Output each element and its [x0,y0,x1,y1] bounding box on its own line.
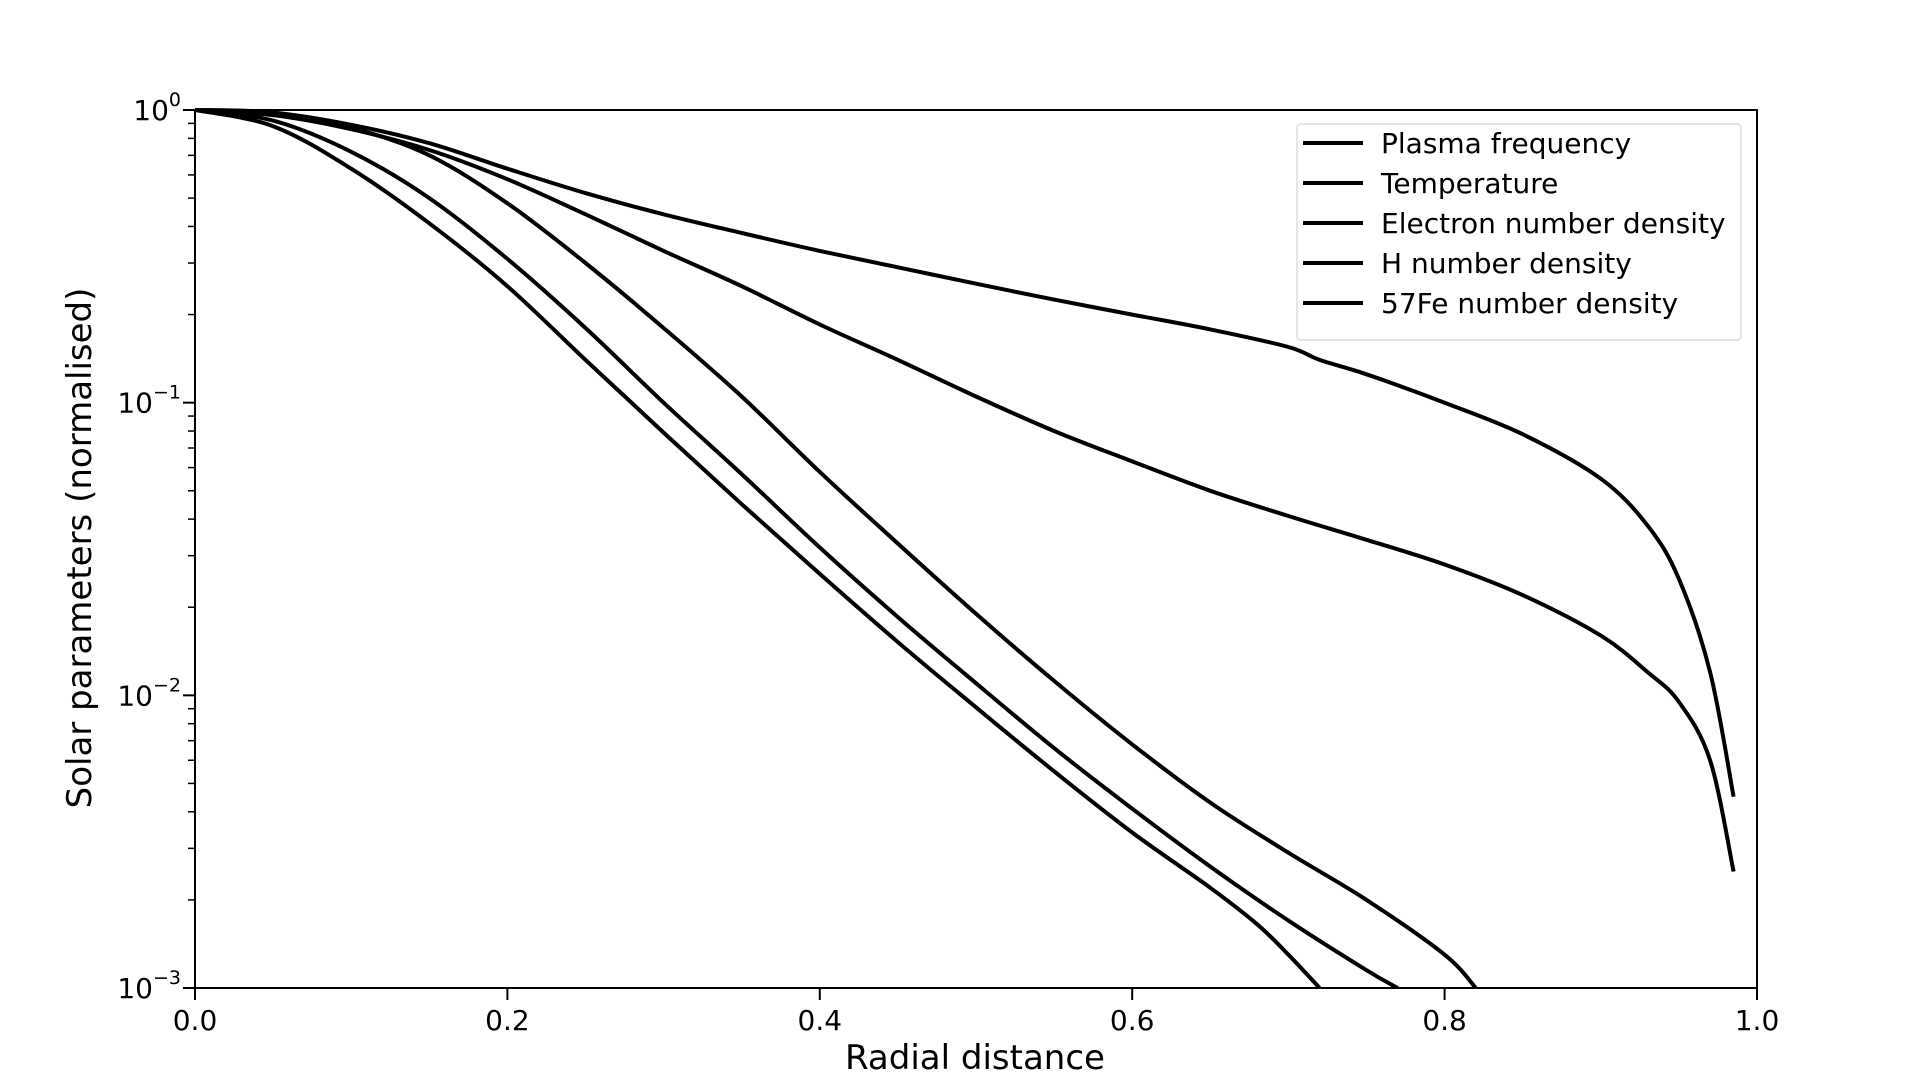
y-tick-label-1: 10−1 [117,382,181,420]
plot-area [194,109,1758,989]
legend-label-5: 57Fe number density [1381,287,1678,320]
series-line-2 [195,108,1736,872]
plot-frame [194,109,1758,989]
x-axis-label: Radial distance [845,1038,1105,1078]
legend-label-1: Plasma frequency [1381,127,1631,160]
x-tick-label-1: 0.2 [485,1004,530,1037]
series-line-3 [195,108,1478,988]
legend: Plasma frequency Temperature Electron numb… [1296,123,1742,341]
y-tick-label-0: 100 [133,89,181,127]
series-line-5 [195,108,1322,988]
axes: 0.0 0.2 0.4 0.6 0.8 1.0 100 10−1 10−2 10−3 [117,89,1779,1037]
x-tick-label-3: 0.6 [1110,1004,1155,1037]
y-tick-label-2: 10−2 [117,674,181,712]
y-axis-label: Solar parameters (normalised) [60,288,100,809]
legend-label-2: Temperature [1380,167,1558,200]
series-line-4 [195,108,1399,988]
legend-box [1296,123,1742,341]
x-tick-label-0: 0.0 [173,1004,218,1037]
x-tick-label-2: 0.4 [798,1004,843,1037]
y-tick-label-3: 10−3 [117,967,181,1005]
series-line-1 [195,108,1736,798]
x-tick-label-4: 0.8 [1422,1004,1467,1037]
legend-label-3: Electron number density [1381,207,1726,240]
series-lines [195,108,1736,988]
x-tick-label-5: 1.0 [1735,1004,1780,1037]
legend-label-4: H number density [1381,247,1632,280]
